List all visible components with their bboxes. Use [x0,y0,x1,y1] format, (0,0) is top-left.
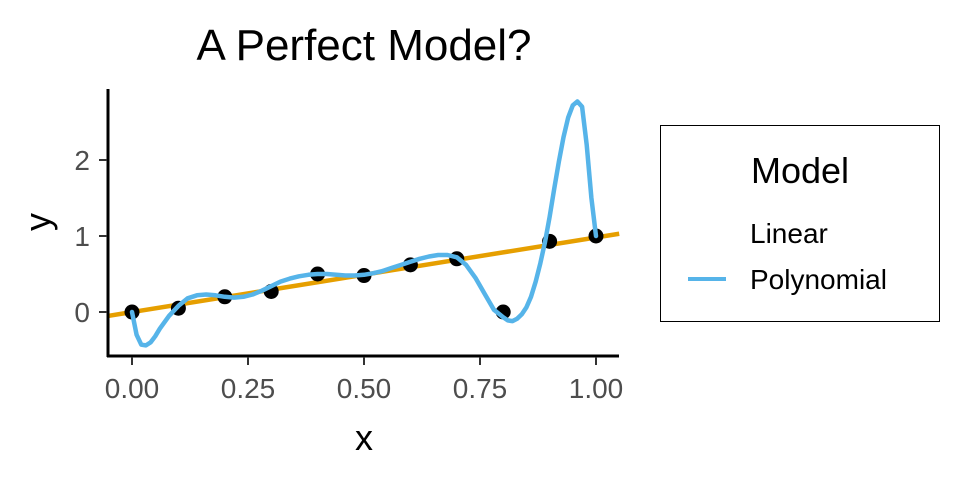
x-ticks: 0.00 0.25 0.50 0.75 1.00 [105,357,624,404]
y-tick-label: 0 [74,297,90,328]
x-tick-label: 0.50 [337,373,392,404]
legend-label-polynomial: Polynomial [750,264,887,295]
plot-area [108,99,620,348]
y-axis-title: y [17,213,58,231]
y-tick-label: 1 [74,221,90,252]
y-tick-label: 2 [74,145,90,176]
x-tick-label: 0.75 [453,373,508,404]
x-tick-label: 1.00 [569,373,624,404]
x-axis-title: x [355,417,373,458]
x-tick-label: 0.00 [105,373,160,404]
x-tick-label: 0.25 [221,373,276,404]
legend-label-linear: Linear [750,218,828,249]
series-line-polynomial [129,99,599,348]
legend-title: Model [751,150,849,191]
legend-box [660,125,940,322]
legend: Model Linear Polynomial [660,125,940,322]
y-ticks: 0 1 2 [74,145,107,328]
chart-title: A Perfect Model? [196,21,531,70]
